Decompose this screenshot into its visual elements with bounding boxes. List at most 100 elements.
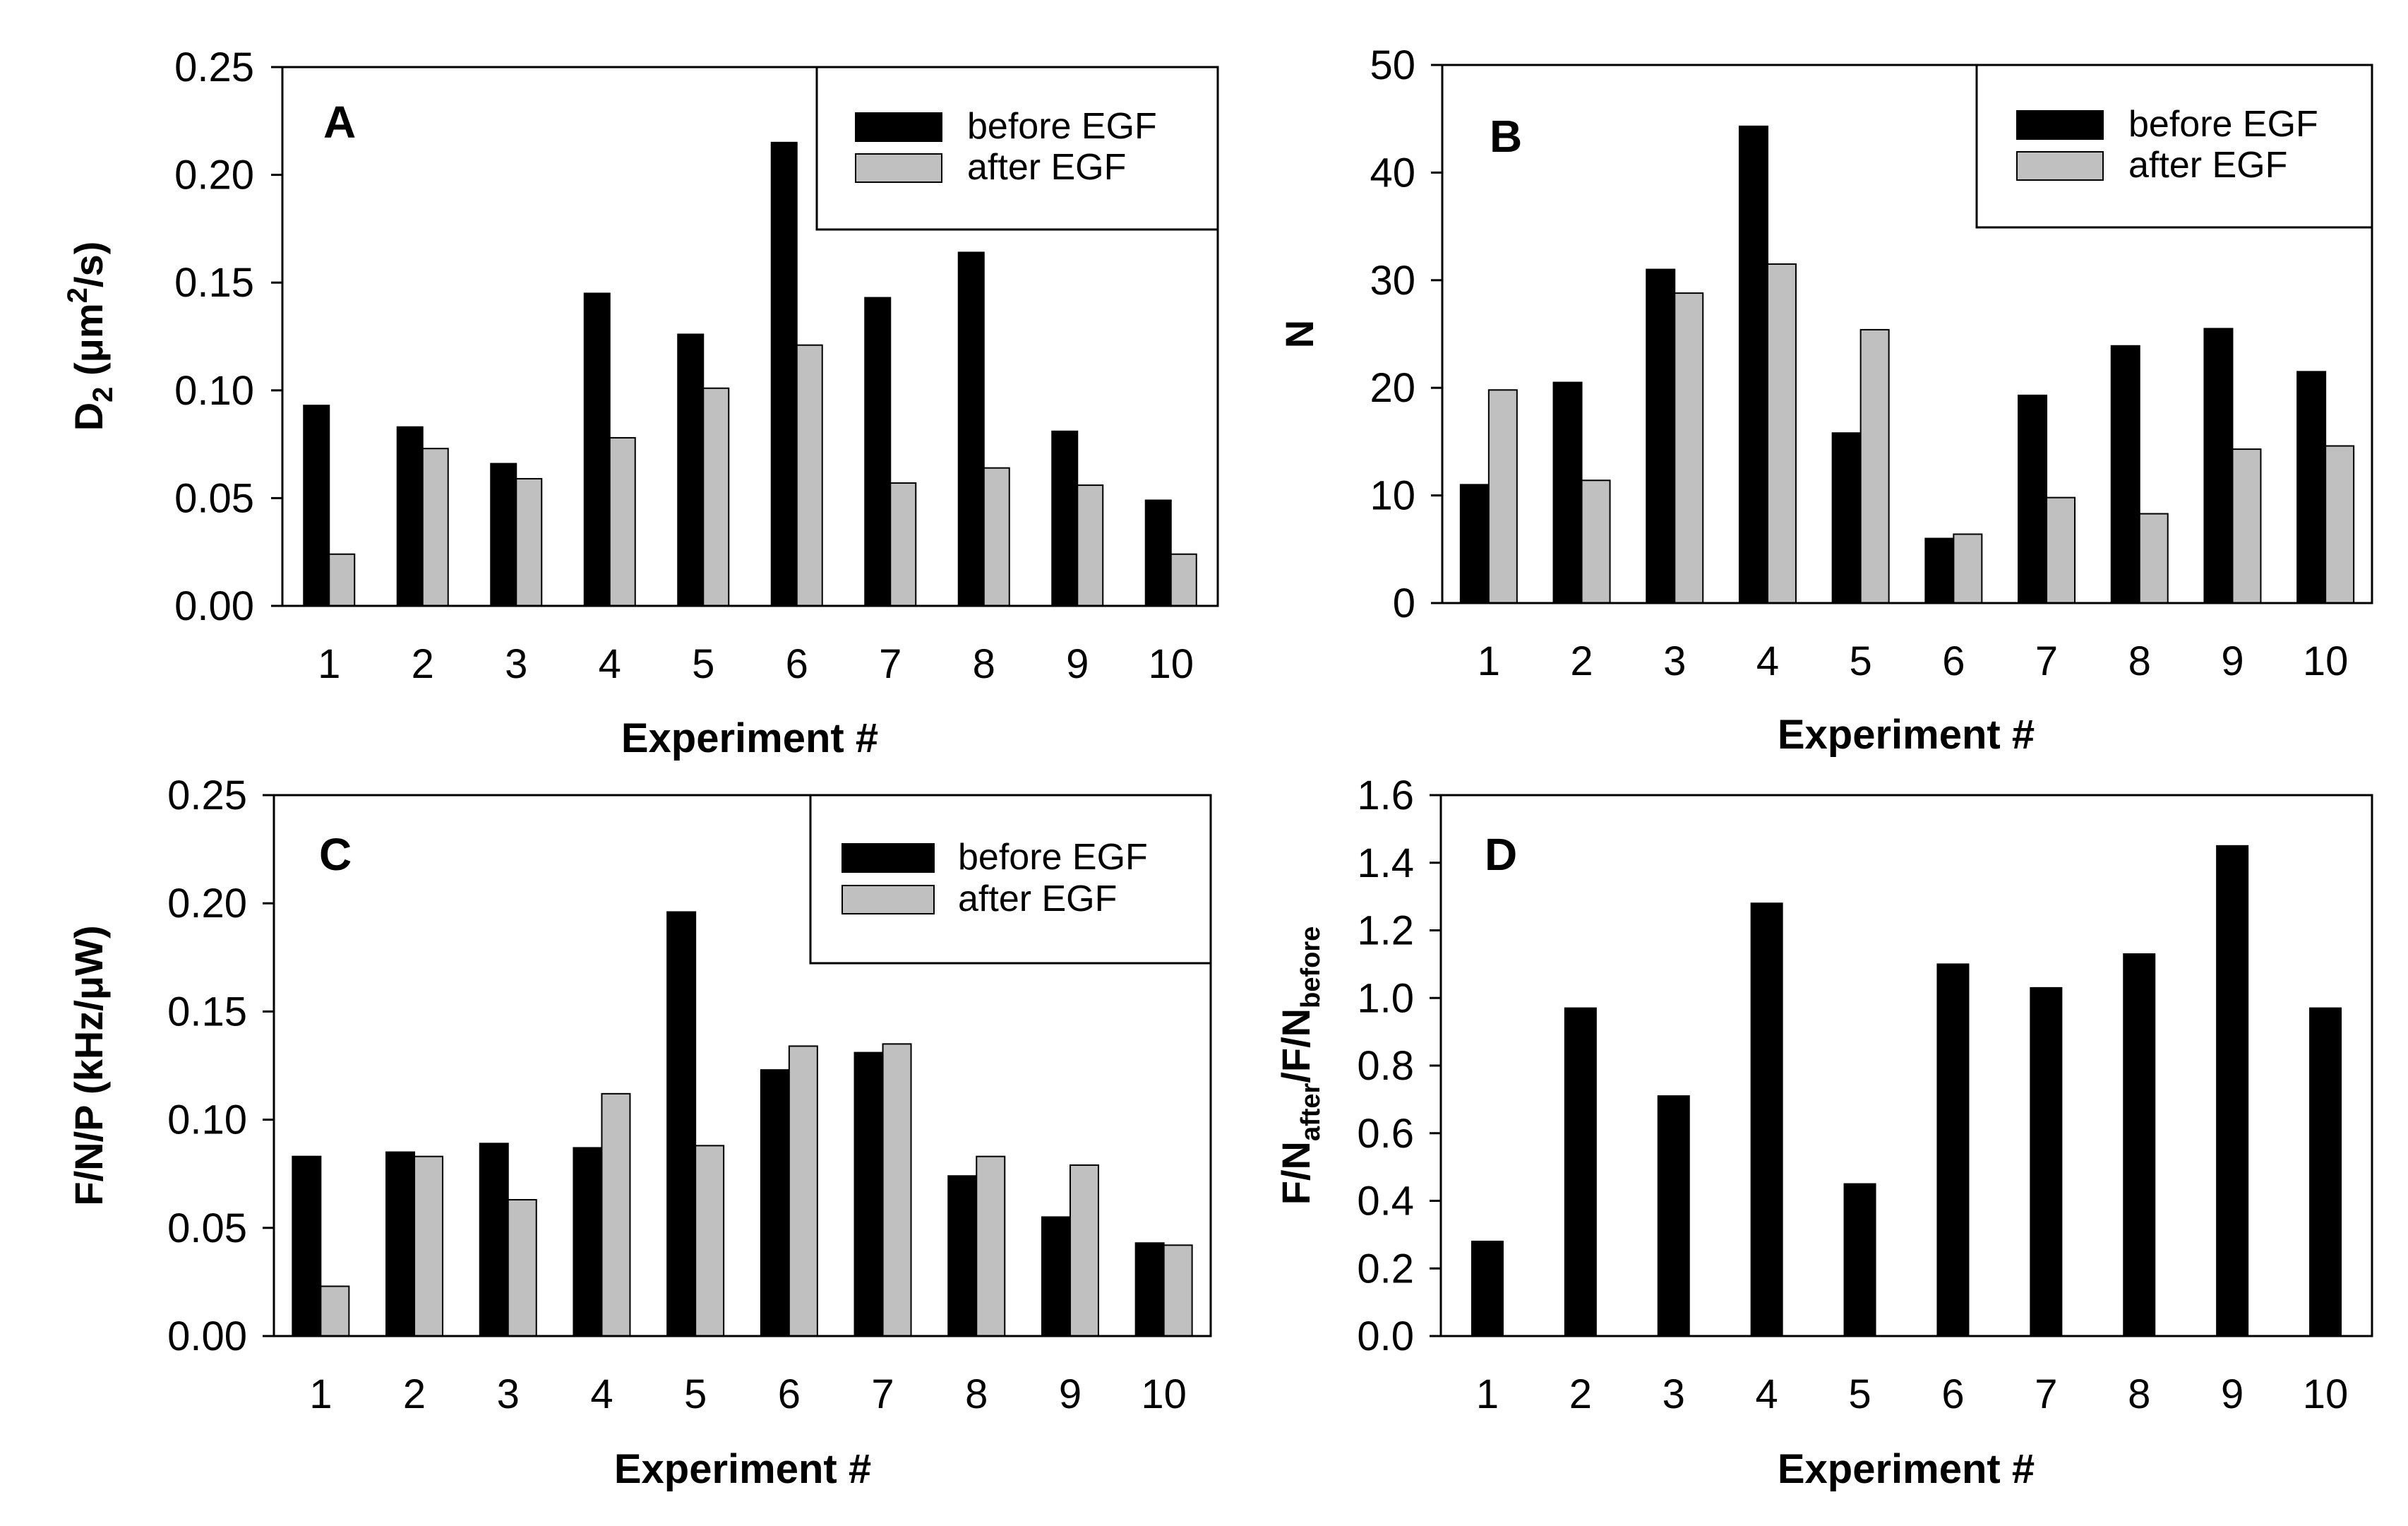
panel-a-bar-after-3 <box>515 477 543 607</box>
panel-b-x-axis-label: Experiment # <box>1778 712 2035 758</box>
panel-d-xtick-label: 5 <box>1848 1371 1871 1417</box>
panel-c-bar-after-7 <box>882 1043 912 1337</box>
panel-a-bar-after-10 <box>1170 553 1197 607</box>
panel-c-ytick-label: 0.25 <box>167 773 247 818</box>
panel-b-bar-before-9 <box>2203 328 2234 604</box>
panel-d-bar-ratio-6 <box>1936 963 1970 1337</box>
panel-c-legend-swatch-before <box>841 843 935 873</box>
panel-b-bar-after-10 <box>2325 445 2355 604</box>
panel-d-ylabel-main1: F/N <box>1274 1141 1318 1205</box>
panel-b-xtick-label: 9 <box>2221 638 2244 684</box>
panel-b-legend-swatch-before <box>2016 110 2104 140</box>
panel-d-bar-ratio-2 <box>1564 1007 1597 1337</box>
panel-b-bar-after-7 <box>2046 496 2076 604</box>
panel-c-bar-after-3 <box>507 1198 537 1337</box>
panel-c-ytick-label: 0.20 <box>167 881 247 926</box>
panel-b-y-axis-label: N <box>1277 320 1322 348</box>
panel-d-y-axis-label: F/Nafter/F/Nbefore <box>1274 926 1326 1205</box>
panel-c-ytick-label: 0.05 <box>167 1205 247 1251</box>
panel-b-bar-after-6 <box>1953 533 1983 604</box>
panel-d-ytick-label: 1.4 <box>1357 840 1414 886</box>
panel-b-plot-frame <box>1441 64 2373 604</box>
panel-b-bar-after-1 <box>1487 389 1518 604</box>
panel-d-xtick-label: 3 <box>1663 1371 1685 1417</box>
panel-a-x-axis-label: Experiment # <box>621 715 878 761</box>
panel-d-ytick-label: 1.2 <box>1357 908 1414 954</box>
panel-d-ytick-label: 0.0 <box>1357 1313 1414 1359</box>
panel-c-bar-before-6 <box>760 1069 790 1337</box>
panel-b-y-axis: 0 10 20 30 40 50 <box>1370 42 1442 626</box>
panel-d-bar-ratio-3 <box>1657 1095 1690 1337</box>
panel-b-bar-before-7 <box>2018 394 2048 604</box>
panel-b-xtick-label: 4 <box>1756 638 1779 684</box>
panel-c-xtick-label: 10 <box>1141 1371 1187 1417</box>
panel-a-bar-before-5 <box>677 333 705 607</box>
panel-c-legend: before EGF after EGF <box>809 794 1212 965</box>
panel-c-ytick-label: 0.00 <box>167 1313 247 1359</box>
panel-c-legend-after: after EGF <box>958 878 1117 919</box>
panel-a-ytick-label: 0.00 <box>174 583 254 629</box>
panel-c-bars <box>292 911 1193 1337</box>
panel-d-bar-ratio-9 <box>2216 845 2249 1337</box>
panel-c-xtick-label: 7 <box>871 1371 894 1417</box>
panel-a-bar-after-5 <box>702 387 730 607</box>
panel-a-y-axis-label: D2 (μm2/s) <box>62 242 119 431</box>
panel-b-bar-after-2 <box>1581 479 1611 604</box>
panel-b-bar-before-2 <box>1552 381 1583 604</box>
panel-d-ylabel-sub1: after <box>1296 1083 1326 1141</box>
panel-b-label: B <box>1490 111 1522 162</box>
panel-d-bar-ratio-10 <box>2309 1007 2342 1337</box>
panel-d-x-axis: 1 2 3 4 5 6 7 8 9 10 <box>1476 1371 2348 1417</box>
panel-b-ytick-label: 30 <box>1370 258 1415 304</box>
panel-b-ytick-label: 50 <box>1370 42 1415 88</box>
panel-c-y-axis-label: F/N/P (kHz/μW) <box>66 925 111 1205</box>
panel-b-bar-after-9 <box>2232 448 2262 604</box>
panel-a-legend-swatch-after <box>855 153 942 183</box>
panel-c-bar-before-7 <box>853 1051 884 1337</box>
panel-a-bar-after-2 <box>421 448 449 607</box>
panel-c-legend-swatch-after <box>841 885 935 914</box>
panel-c-bar-after-10 <box>1163 1244 1193 1337</box>
panel-a-x-axis: 1 2 3 4 5 6 7 8 9 10 <box>318 641 1194 687</box>
panel-d-ytick-label: 0.2 <box>1357 1246 1414 1292</box>
panel-c-bar-before-2 <box>385 1151 416 1337</box>
panel-c-bar-before-4 <box>573 1147 603 1337</box>
panel-c-bar-after-2 <box>414 1155 444 1337</box>
panel-a-bar-after-8 <box>983 467 1010 607</box>
panel-a-bar-before-9 <box>1051 430 1079 607</box>
panel-c-x-axis-label: Experiment # <box>614 1446 871 1492</box>
panel-a-xtick-label: 10 <box>1148 641 1194 687</box>
panel-a-xtick-label: 7 <box>879 641 901 687</box>
panel-a-bar-before-7 <box>864 297 892 607</box>
panel-d-ytick-label: 1.0 <box>1357 975 1414 1021</box>
panel-c-bar-before-10 <box>1134 1242 1165 1337</box>
panel-d-bar-ratio-4 <box>1750 902 1783 1337</box>
panel-d-ylabel-main2: /F/N <box>1274 1008 1318 1083</box>
panel-a-bars <box>303 141 1197 607</box>
panel-a-bar-after-4 <box>609 436 636 607</box>
panel-a-bar-before-10 <box>1144 499 1172 607</box>
panel-a-ylabel-sup: 2 <box>62 287 93 303</box>
panel-a-bar-before-6 <box>770 141 798 607</box>
panel-d-ytick-label: 0.4 <box>1357 1179 1414 1224</box>
panel-c-ytick-label: 0.10 <box>167 1097 247 1143</box>
panel-b-bar-before-6 <box>1924 537 1955 604</box>
panel-c-bar-after-4 <box>601 1092 631 1337</box>
panel-b-bar-after-8 <box>2138 513 2169 604</box>
panel-a-legend-before: before EGF <box>967 106 1157 147</box>
panel-c-ytick-label: 0.15 <box>167 989 247 1035</box>
panel-b-legend-swatch-after <box>2016 151 2104 181</box>
panel-d-xtick-label: 9 <box>2221 1371 2244 1417</box>
panel-d-bar-ratio-8 <box>2123 953 2156 1337</box>
panel-a-legend: before EGF after EGF <box>815 66 1219 231</box>
panel-a-legend-after: after EGF <box>967 147 1126 188</box>
panel-b-bars <box>1459 125 2355 604</box>
panel-c-xtick-label: 4 <box>590 1371 613 1417</box>
panel-d-y-axis: 0.0 0.2 0.4 0.6 0.8 1.0 1.2 1.4 1.6 <box>1357 773 1441 1359</box>
panel-d-x-axis-label: Experiment # <box>1778 1446 2035 1492</box>
panel-b-ytick-label: 20 <box>1370 365 1415 411</box>
panel-b-xtick-label: 1 <box>1478 638 1500 684</box>
panel-d-xtick-label: 4 <box>1756 1371 1778 1417</box>
panel-a-bar-after-9 <box>1077 484 1104 607</box>
